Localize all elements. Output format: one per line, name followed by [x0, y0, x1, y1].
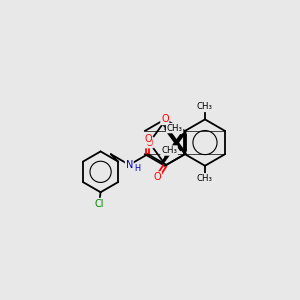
Text: O: O	[154, 172, 161, 182]
Text: CH₃: CH₃	[197, 174, 213, 183]
Text: N: N	[126, 160, 133, 170]
Text: O: O	[161, 114, 169, 124]
Text: CH₃: CH₃	[197, 102, 213, 111]
Text: H: H	[134, 164, 140, 173]
Text: Cl: Cl	[94, 199, 104, 208]
Text: CH₃: CH₃	[161, 146, 177, 155]
Text: CH₃: CH₃	[167, 124, 183, 133]
Text: O: O	[146, 138, 153, 148]
Text: O: O	[144, 134, 152, 144]
